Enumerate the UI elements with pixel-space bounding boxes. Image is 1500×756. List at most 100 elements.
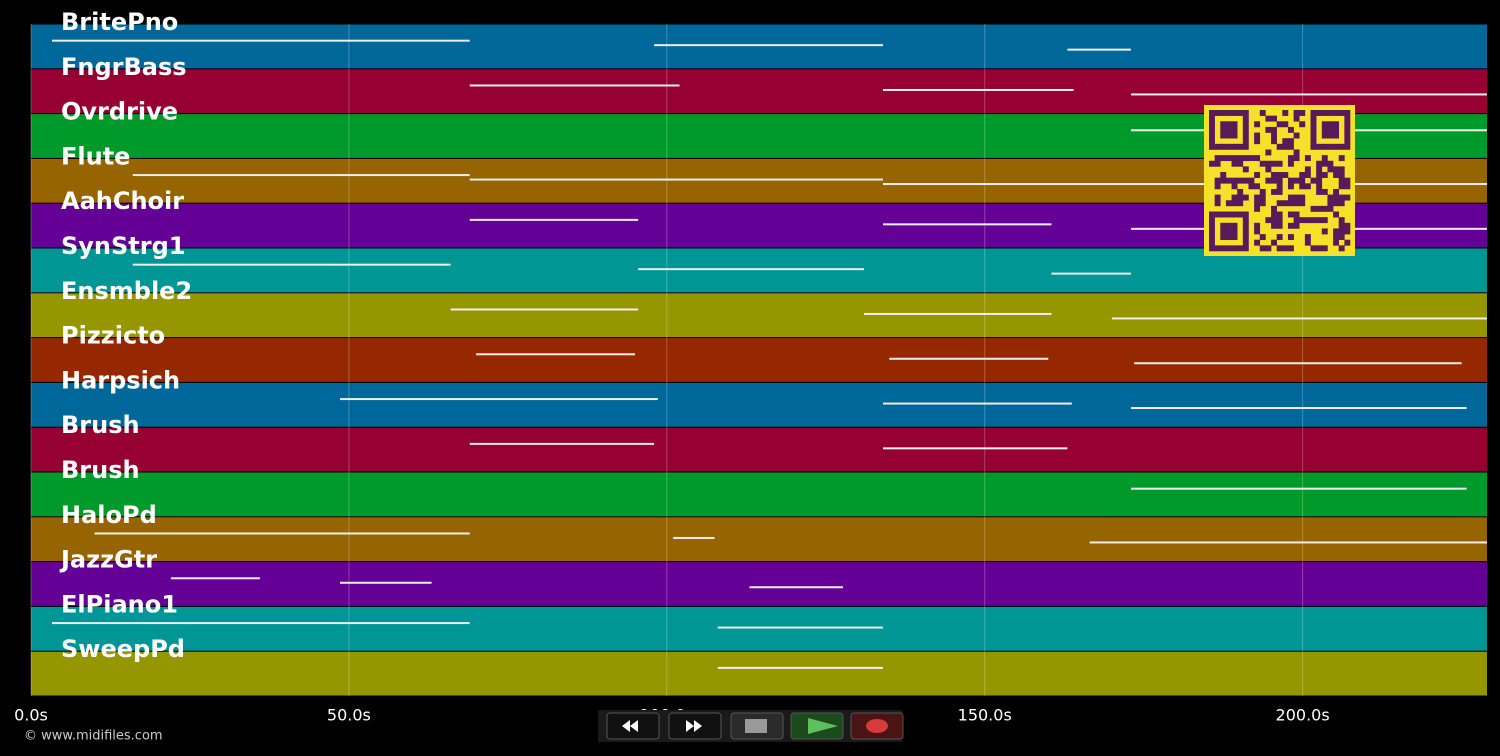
qr-cell (1209, 132, 1215, 139)
qr-cell (1299, 172, 1306, 178)
qr-cell (1276, 234, 1283, 241)
note (1051, 272, 1131, 275)
qr-cell (1231, 228, 1238, 235)
qr-cell (1225, 234, 1232, 241)
qr-cell (1231, 160, 1238, 167)
qr-cell (1231, 222, 1238, 229)
qr-cell (1237, 245, 1244, 252)
qr-cell (1271, 115, 1277, 122)
track-row (31, 24, 1487, 69)
qr-cell (1293, 149, 1300, 156)
qr-cell (1225, 132, 1232, 139)
tick-label: 0.0s (14, 706, 48, 725)
qr-cell (1242, 143, 1249, 150)
copyright: © www.midifiles.com (24, 729, 163, 744)
qr-cell (1316, 205, 1323, 212)
qr-cell (1327, 166, 1334, 173)
qr-cell (1310, 121, 1317, 128)
qr-cell (1265, 149, 1272, 156)
note (863, 312, 1052, 315)
qr-cell (1209, 239, 1215, 246)
qr-cell (1287, 234, 1294, 241)
qr-cell (1265, 177, 1272, 184)
qr-cell (1237, 155, 1244, 162)
qr-cell (1333, 194, 1340, 201)
qr-cell (1231, 132, 1238, 139)
notes (51, 39, 1487, 669)
qr-cell (1333, 228, 1340, 235)
qr-cell (1242, 138, 1249, 145)
qr-cell (1338, 110, 1345, 116)
qr-cell (1231, 245, 1238, 252)
qr-cell (1333, 121, 1340, 128)
qr-cell (1276, 143, 1283, 150)
qr-cell (1254, 228, 1261, 235)
qr-cell (1231, 211, 1238, 218)
qr-cell (1231, 121, 1238, 128)
track-name: ElPiano1 (61, 590, 178, 618)
qr-cell (1276, 222, 1283, 229)
qr-cell (1310, 217, 1317, 224)
qr-cell (1287, 211, 1294, 218)
track-row (31, 472, 1487, 517)
qr-cell (1254, 239, 1261, 246)
tick-label: 200.0s (1276, 706, 1330, 725)
qr-cell (1282, 143, 1289, 150)
track-row (31, 338, 1487, 382)
note (717, 666, 883, 669)
qr-cell (1344, 194, 1351, 201)
note (340, 581, 432, 584)
qr-cell (1237, 200, 1244, 207)
qr-cell (1231, 110, 1238, 116)
qr-cell (1214, 183, 1221, 190)
track-name: Pizzicto (61, 322, 165, 350)
rewind-icon (622, 720, 638, 732)
note (1130, 487, 1467, 490)
qr-cell (1282, 110, 1289, 116)
qr-cell (1242, 194, 1249, 201)
qr-cell (1344, 183, 1351, 190)
qr-cell (1271, 205, 1277, 212)
qr-cell (1327, 132, 1334, 139)
note (1067, 48, 1131, 51)
qr-cell (1209, 217, 1215, 224)
qr-cell (1338, 183, 1345, 190)
qr-cell (1287, 160, 1294, 167)
forward-icon (686, 720, 702, 732)
qr-cell (1220, 228, 1227, 235)
qr-cell (1338, 228, 1345, 235)
note (882, 88, 1074, 91)
qr-cell (1265, 160, 1272, 167)
qr-cell (1276, 245, 1283, 252)
qr-cell (1276, 160, 1283, 167)
qr-cell (1293, 194, 1300, 201)
qr-cell (1333, 188, 1340, 195)
qr-cell (1293, 222, 1300, 229)
qr-cell (1248, 155, 1255, 162)
qr-cell (1344, 110, 1351, 116)
note (882, 447, 1068, 450)
qr-cell (1304, 155, 1311, 162)
track-row (31, 382, 1487, 427)
track-name: Ovrdrive (61, 98, 178, 126)
qr-cell (1220, 172, 1227, 178)
track-name: JazzGtr (59, 546, 157, 574)
qr-cell (1321, 205, 1328, 212)
qr-cell (1327, 194, 1334, 201)
qr-cell (1242, 121, 1249, 128)
qr-cell (1254, 138, 1261, 145)
qr-cell (1327, 160, 1334, 167)
qr-cell (1242, 126, 1249, 133)
qr-cell (1214, 211, 1221, 218)
qr-cell (1225, 200, 1232, 207)
qr-cell (1242, 110, 1249, 116)
qr-cell (1220, 143, 1227, 150)
note (749, 586, 843, 589)
qr-cell (1237, 194, 1244, 201)
qr-cell (1225, 143, 1232, 150)
qr-cell (1293, 110, 1300, 116)
note (882, 183, 1487, 186)
qr-cell (1254, 194, 1261, 201)
qr-cell (1220, 132, 1227, 139)
